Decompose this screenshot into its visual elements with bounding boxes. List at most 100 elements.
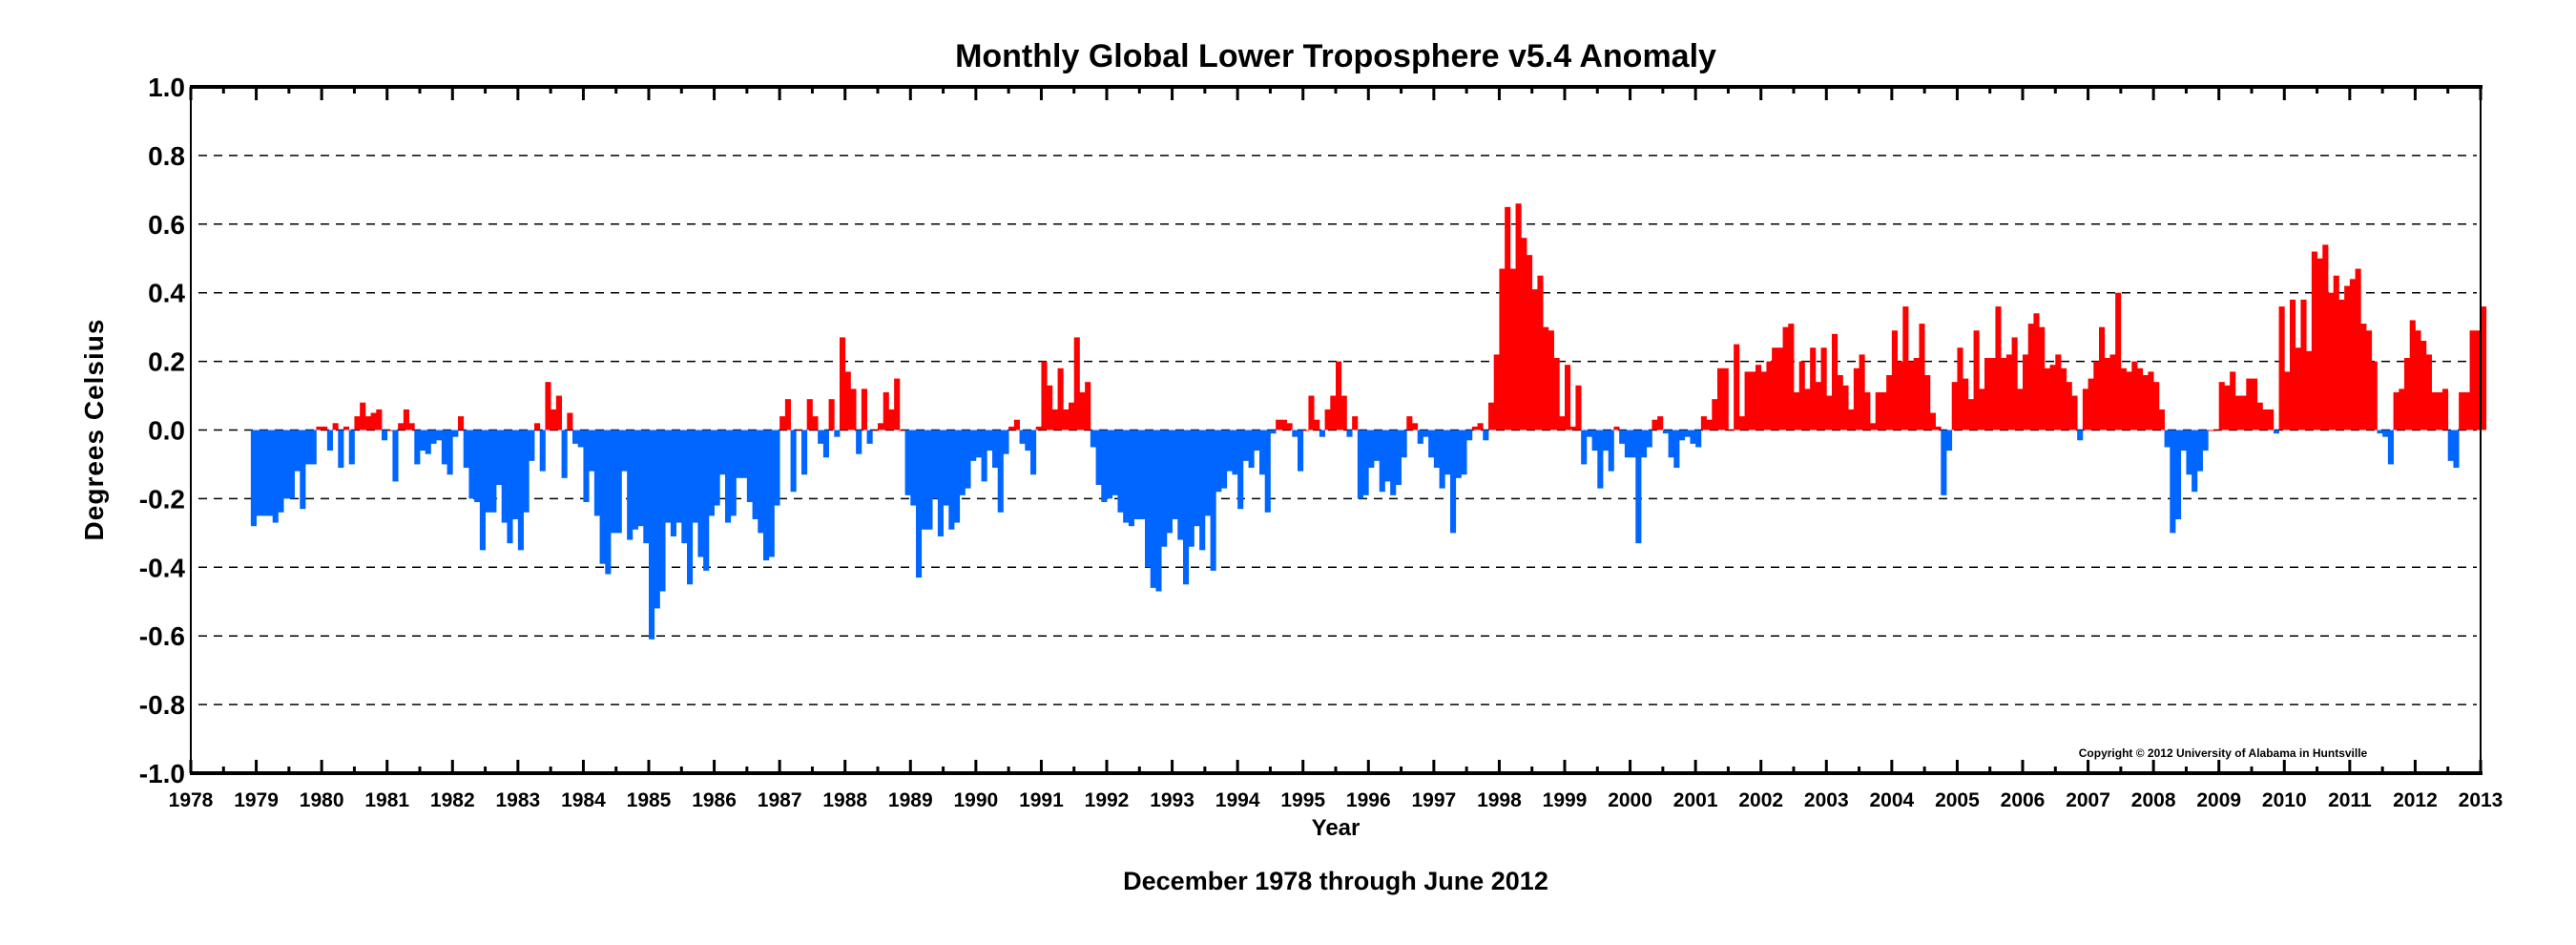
bar <box>2142 374 2149 430</box>
bar <box>1842 385 1849 430</box>
bar <box>1336 361 1342 430</box>
bar <box>2393 391 2399 430</box>
bar <box>2316 258 2323 430</box>
bar <box>354 416 361 430</box>
bar <box>1537 275 1544 430</box>
bar <box>992 430 999 469</box>
bar <box>310 430 317 465</box>
bar <box>2420 341 2427 430</box>
bar <box>937 430 944 536</box>
bar <box>2153 382 2160 430</box>
bar <box>806 399 813 430</box>
bar <box>725 430 732 523</box>
bar <box>1957 347 1963 430</box>
bar <box>2175 430 2182 519</box>
bar <box>746 430 753 502</box>
bar <box>784 399 791 430</box>
bar <box>2137 368 2144 430</box>
bar <box>2273 430 2279 434</box>
bar <box>539 430 546 472</box>
bar <box>1657 416 1664 430</box>
bar <box>2164 430 2171 448</box>
y-tick-label: -0.8 <box>139 690 185 720</box>
x-tick-label: 1991 <box>1019 789 1064 811</box>
bar <box>2415 330 2421 430</box>
bar <box>2039 326 2046 430</box>
bar <box>300 430 306 510</box>
bar <box>1150 430 1156 588</box>
chart-subtitle: December 1978 through June 2012 <box>1123 867 1548 895</box>
bar <box>1226 430 1233 472</box>
bar <box>2240 395 2247 430</box>
bar <box>1063 409 1070 430</box>
bar <box>1880 391 1887 430</box>
x-tick-label: 1986 <box>692 789 737 811</box>
bar <box>2066 382 2072 430</box>
bar <box>1668 430 1674 458</box>
bar <box>452 430 459 437</box>
bar <box>496 430 503 486</box>
bar <box>1177 430 1184 540</box>
bar <box>1384 430 1391 482</box>
bar <box>425 430 431 454</box>
bar <box>1853 368 1859 430</box>
bar <box>2268 409 2275 430</box>
bar <box>1128 430 1134 527</box>
bar <box>2088 378 2094 430</box>
bar <box>921 430 927 530</box>
bar <box>1515 203 1522 430</box>
bar <box>1095 430 1102 486</box>
bar <box>555 395 562 430</box>
bar <box>1859 354 1865 430</box>
bar <box>1597 430 1604 489</box>
bar <box>888 409 895 430</box>
bar <box>719 430 726 475</box>
bar <box>1155 430 1162 592</box>
bar <box>1684 430 1691 437</box>
bar <box>2278 306 2285 430</box>
bar <box>2295 347 2301 430</box>
bar <box>2290 299 2296 430</box>
x-tick-label: 2006 <box>2001 789 2046 811</box>
bar <box>1308 395 1315 430</box>
y-axis-label: Degrees Celsius <box>79 319 109 541</box>
bar <box>675 430 682 523</box>
bar <box>2252 378 2258 430</box>
bar <box>632 430 638 530</box>
x-tick-label: 1999 <box>1543 789 1588 811</box>
bar <box>1995 306 2002 430</box>
bar <box>1870 423 1877 430</box>
bar <box>916 430 923 578</box>
bar <box>1695 430 1702 448</box>
x-tick-label: 1990 <box>953 789 998 811</box>
bar <box>501 430 508 523</box>
bar <box>1527 255 1533 430</box>
bar <box>1635 430 1642 544</box>
bar <box>643 430 650 544</box>
bar <box>1488 402 1495 430</box>
bar <box>2224 385 2231 430</box>
bar <box>1553 358 1560 430</box>
bar <box>1466 430 1473 441</box>
bar <box>970 430 977 461</box>
bar <box>2131 361 2138 430</box>
x-tick-label: 1998 <box>1477 789 1522 811</box>
bar <box>681 430 688 544</box>
bar <box>414 430 421 465</box>
bar <box>272 430 279 523</box>
bar <box>1679 430 1686 441</box>
bar <box>2328 292 2335 430</box>
bar <box>322 426 328 430</box>
bar <box>1161 430 1168 547</box>
bar <box>1951 382 1958 430</box>
bar <box>741 430 748 478</box>
bar <box>2082 388 2088 430</box>
bar <box>801 430 808 475</box>
bar <box>583 430 590 502</box>
bar <box>1700 416 1707 430</box>
bar <box>1248 430 1255 469</box>
bar <box>1728 430 1735 431</box>
bar <box>485 430 491 513</box>
bar <box>250 430 257 527</box>
bar <box>692 430 698 523</box>
